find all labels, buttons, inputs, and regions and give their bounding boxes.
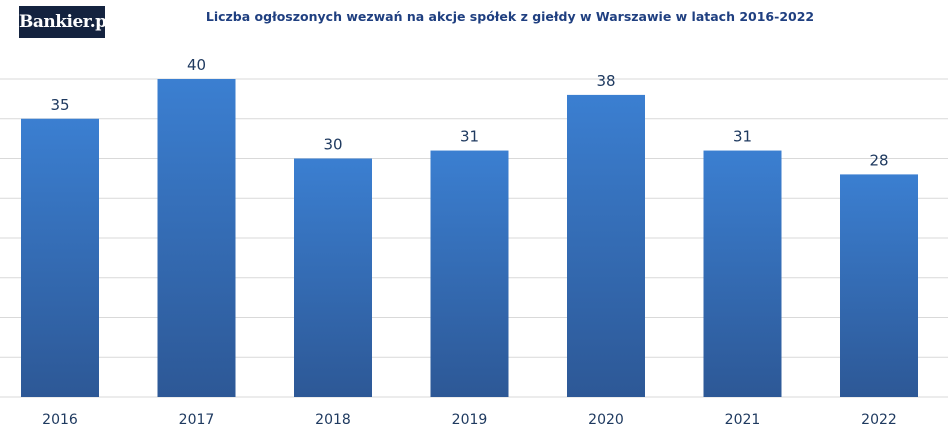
category-label-2021: 2021 [725, 412, 761, 428]
bar-2020 [567, 94, 645, 398]
value-label-2019: 31 [460, 128, 479, 146]
bar-2018 [294, 158, 372, 397]
value-label-2022: 28 [869, 151, 888, 169]
bar-2017 [157, 79, 236, 397]
category-label-2019: 2019 [452, 412, 488, 428]
bar-2022 [840, 174, 918, 397]
value-label-2020: 38 [596, 72, 615, 90]
bar-2016 [21, 118, 99, 397]
value-label-2016: 35 [50, 96, 69, 114]
labels: 35 2016 40 2017 30 2018 31 2019 38 2020 31 2021 28 20… [42, 56, 897, 428]
value-label-2017: 40 [187, 56, 206, 74]
value-label-2018: 30 [323, 136, 342, 154]
category-label-2022: 2022 [861, 412, 897, 428]
value-label-2021: 31 [733, 128, 752, 146]
category-label-2020: 2020 [588, 412, 624, 428]
category-label-2016: 2016 [42, 412, 78, 428]
chart-title: Liczba ogłoszonych wezwań na akcje spółe… [205, 9, 815, 24]
category-label-2018: 2018 [315, 412, 351, 428]
bar-2021 [703, 150, 782, 397]
bar-2019 [430, 150, 509, 397]
bankier-logo: Bankier.pl [19, 6, 113, 38]
bars [21, 79, 918, 398]
category-label-2017: 2017 [179, 412, 215, 428]
